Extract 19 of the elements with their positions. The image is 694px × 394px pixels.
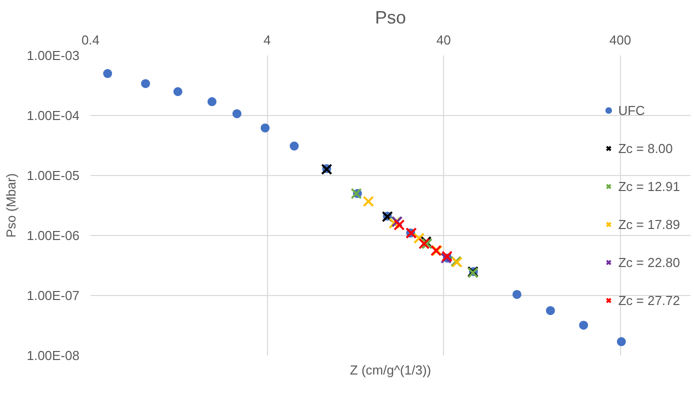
y-tick-label: 1.00E-06 xyxy=(26,228,80,243)
chart-title: Pso xyxy=(374,8,406,28)
legend-label: Zc = 8.00 xyxy=(618,140,673,156)
x-axis-title: Z (cm/g^(1/3)) xyxy=(350,362,432,378)
y-tick-label: 1.00E-05 xyxy=(26,168,80,183)
legend-label: Zc = 12.91 xyxy=(618,178,680,194)
legend-label: Zc = 17.89 xyxy=(618,216,680,232)
y-axis-title: Pso (Mbar) xyxy=(4,173,19,238)
x-tick-label: 40 xyxy=(436,32,451,48)
y-tick-label: 1.00E-07 xyxy=(26,288,80,303)
legend-label: Zc = 27.72 xyxy=(618,292,680,308)
y-tick-label: 1.00E-08 xyxy=(26,348,80,363)
y-tick-label: 1.00E-03 xyxy=(26,48,80,63)
x-tick-label: 0.4 xyxy=(81,32,100,48)
legend-label: UFC xyxy=(618,102,645,118)
legend-label: Zc = 22.80 xyxy=(618,254,680,270)
y-tick-label: 1.00E-04 xyxy=(26,108,80,123)
x-tick-label: 400 xyxy=(609,32,632,48)
x-tick-label: 4 xyxy=(263,32,271,48)
